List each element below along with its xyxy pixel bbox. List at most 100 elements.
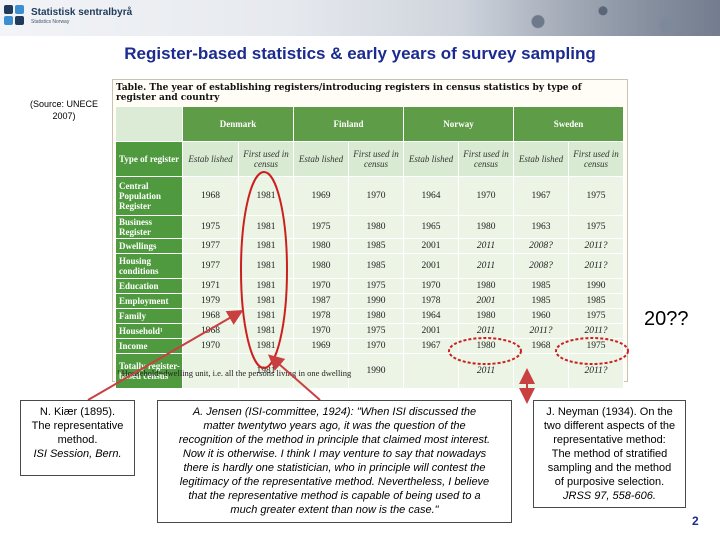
table-row: Central Population Register 1968 1981 1969 1… <box>115 176 624 216</box>
year-cell: 2008? <box>513 238 569 254</box>
year-cell: 2011 <box>458 323 514 339</box>
table-row: Housing conditions 1977 1981 1980 1985 2001 20… <box>115 253 624 279</box>
year-cell: 1980 <box>458 278 514 294</box>
year-cell: 1975 <box>348 278 404 294</box>
header-blank-cell <box>115 106 183 142</box>
register-type-cell: Totally register-based census <box>115 353 183 389</box>
table-grid: Denmark Finland Norway Sweden Type of re… <box>115 106 624 389</box>
jensen-line: there is hardly one statistician, who in… <box>183 462 486 474</box>
year-cell: 1968 <box>513 338 569 354</box>
year-cell: 1970 <box>348 176 404 216</box>
year-cell: 2011 <box>458 238 514 254</box>
year-cell: 1970 <box>403 278 459 294</box>
subheader-first-used: First used in census <box>348 141 404 177</box>
table-caption: Table. The year of establishing register… <box>116 83 582 103</box>
kiaer-line: N. Kiær (1895). <box>39 406 116 418</box>
year-cell: 1981 <box>238 253 294 279</box>
subheader-established: Estab lished <box>513 141 569 177</box>
year-cell: 1968 <box>182 176 239 216</box>
year-cell: 1985 <box>513 278 569 294</box>
year-cell: 1975 <box>568 176 624 216</box>
year-cell: 1977 <box>182 238 239 254</box>
table-footnote: ¹ Household=dwelling unit, i.e. all the … <box>117 368 352 378</box>
logo-name: Statistisk sentralbyrå <box>31 6 133 18</box>
year-cell <box>293 353 349 389</box>
future-annotation: 20?? <box>644 308 689 330</box>
header-banner: Statistisk sentralbyrå Statistics Norway <box>0 0 720 36</box>
logo: Statistisk sentralbyrå Statistics Norway <box>4 5 132 27</box>
register-type-cell: Education <box>115 278 183 294</box>
jensen-line: A. Jensen (ISI-committee, 1924): "When I… <box>192 406 477 418</box>
year-cell: 1967 <box>403 338 459 354</box>
year-cell <box>403 353 459 389</box>
neyman-line: sampling and the method <box>547 462 672 474</box>
year-cell: 2011? <box>568 353 624 389</box>
year-cell: 2001 <box>403 238 459 254</box>
kiaer-line: The representative <box>31 420 124 432</box>
year-cell: 1975 <box>568 308 624 324</box>
year-cell: 2008? <box>513 253 569 279</box>
year-cell: 2001 <box>403 253 459 279</box>
year-cell: 1967 <box>513 176 569 216</box>
ellipse-norway-2011 <box>448 337 522 365</box>
jensen-line: much greater extent than now is the case… <box>230 504 439 516</box>
jensen-line: matter twentytwo years ago, it was the q… <box>203 420 466 432</box>
year-cell: 1985 <box>513 293 569 309</box>
year-cell: 1969 <box>293 338 349 354</box>
neyman-reference-box: J. Neyman (1934). On the two different a… <box>533 400 686 508</box>
neyman-line: representative method: <box>553 434 666 446</box>
year-cell: 1990 <box>348 353 404 389</box>
table-row: Income 1970 1981 1969 1970 1967 1980 1968 1975 <box>115 338 624 354</box>
ellipse-sweden-2011 <box>555 337 629 365</box>
register-table: Table. The year of establishing register… <box>112 79 628 389</box>
kiaer-line: ISI Session, Bern. <box>33 448 122 460</box>
year-cell: 1980 <box>458 308 514 324</box>
table-row: Totally register-based census 1981 1990 201… <box>115 353 624 389</box>
year-cell: 1981 <box>238 323 294 339</box>
slide-title: Register-based statistics & early years … <box>124 44 596 63</box>
year-cell: 1969 <box>293 176 349 216</box>
kiaer-reference-box: N. Kiær (1895). The representative metho… <box>20 400 135 476</box>
table-row: Business Register 1975 1981 1975 1980 1965 198… <box>115 215 624 239</box>
type-of-register-header: Type of register <box>115 141 183 177</box>
jensen-line: Now it is otherwise. I think I may ventu… <box>182 448 487 460</box>
jensen-line: legitimacy of the representative method.… <box>179 476 490 488</box>
logo-icon <box>4 5 26 27</box>
year-cell: 1981 <box>238 278 294 294</box>
table-row: Education 1971 1981 1970 1975 1970 1980 1985 199… <box>115 278 624 294</box>
year-cell: 1960 <box>513 308 569 324</box>
year-cell: 1978 <box>403 293 459 309</box>
year-cell: 1981 <box>238 308 294 324</box>
year-cell: 1985 <box>568 293 624 309</box>
subheader-established: Estab lished <box>293 141 349 177</box>
table-row: Family 1968 1981 1978 1980 1964 1980 1960 1975 <box>115 308 624 324</box>
ellipse-denmark-1981 <box>240 171 288 369</box>
subheader-established: Estab lished <box>403 141 459 177</box>
country-header: Norway <box>403 106 514 142</box>
table-body: Central Population Register 1968 1981 1969 1… <box>115 176 624 389</box>
year-cell: 1963 <box>513 215 569 239</box>
year-cell: 1980 <box>293 238 349 254</box>
neyman-line: of purposive selection. <box>554 476 665 488</box>
country-header-row: Denmark Finland Norway Sweden <box>115 106 624 142</box>
year-cell: 1964 <box>403 176 459 216</box>
subheader-established: Estab lished <box>182 141 239 177</box>
jensen-line: that the representative method is capabl… <box>188 490 481 502</box>
year-cell: 1981 <box>238 238 294 254</box>
kiaer-line: method. <box>57 434 98 446</box>
banner-decoration <box>460 0 720 36</box>
year-cell: 1987 <box>293 293 349 309</box>
subheader-first-used: First used in census <box>458 141 514 177</box>
year-cell: 2011? <box>513 323 569 339</box>
jensen-line: recognition of the method in principle t… <box>178 434 491 446</box>
arrow-kiaer <box>87 309 244 401</box>
arrow-jensen <box>267 354 321 401</box>
year-cell <box>182 353 239 389</box>
country-header: Finland <box>293 106 404 142</box>
year-cell: 1965 <box>403 215 459 239</box>
table-row: Household¹ 1968 1981 1970 1975 2001 2011 2011? 2… <box>115 323 624 339</box>
year-cell: 2011 <box>458 353 514 389</box>
neyman-line: JRSS 97, 558-606. <box>563 490 656 502</box>
table-row: Employment 1979 1981 1987 1990 1978 2001 1985 19… <box>115 293 624 309</box>
